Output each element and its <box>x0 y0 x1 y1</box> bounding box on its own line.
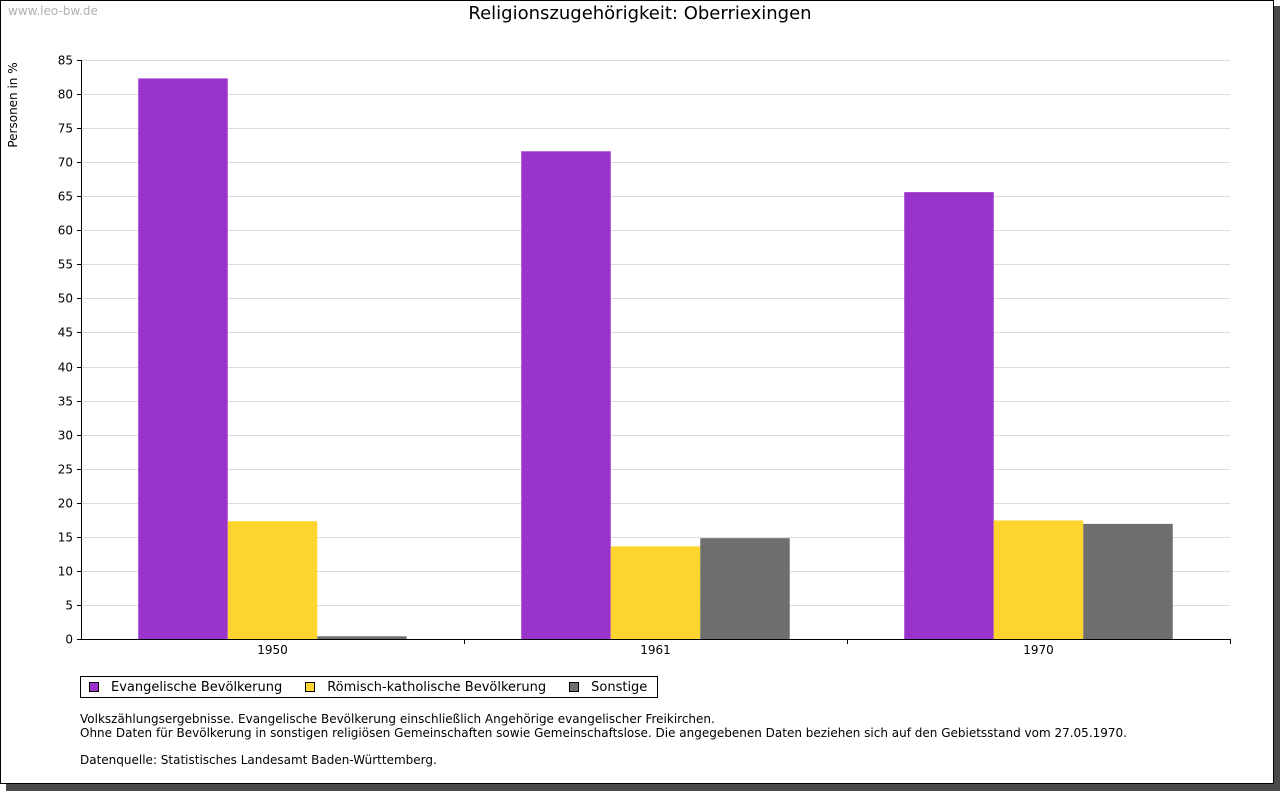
y-tick-label-20: 20 <box>58 497 73 511</box>
y-tick-label-75: 75 <box>58 122 73 136</box>
bar-1950-evangelisch <box>138 78 228 639</box>
y-tick-label-70: 70 <box>58 156 73 170</box>
y-tick-label-5: 5 <box>65 599 73 613</box>
y-tick-label-35: 35 <box>58 395 73 409</box>
legend-swatch-evangelisch <box>89 682 99 692</box>
legend-item-katholisch: Römisch-katholische Bevölkerung <box>305 680 546 695</box>
chart-notes: Volkszählungsergebnisse. Evangelische Be… <box>80 712 1127 767</box>
note-line-2: Ohne Daten für Bevölkerung in sonstigen … <box>80 726 1127 740</box>
y-tick-label-30: 30 <box>58 429 73 443</box>
bar-1961-sonstige <box>700 538 790 639</box>
bar-1950-katholisch <box>227 521 318 639</box>
frame-shadow-bottom <box>6 784 1280 791</box>
y-tick-label-45: 45 <box>58 326 73 340</box>
y-tick-label-40: 40 <box>58 361 73 375</box>
bar-1961-katholisch <box>610 546 701 639</box>
y-tick-label-25: 25 <box>58 463 73 477</box>
data-source: Datenquelle: Statistisches Landesamt Bad… <box>80 753 437 767</box>
bar-1961-evangelisch <box>521 151 611 639</box>
y-tick-label-85: 85 <box>58 54 73 68</box>
x-tick-label-1961: 1961 <box>640 643 671 657</box>
chart-title: Religionszugehörigkeit: Oberriexingen <box>468 3 812 24</box>
x-tick-label-1970: 1970 <box>1023 643 1054 657</box>
legend-label-sonstige: Sonstige <box>591 679 648 695</box>
bar-1950-sonstige <box>317 636 407 639</box>
bar-1970-katholisch <box>993 520 1084 639</box>
bar-1970-evangelisch <box>904 192 994 639</box>
y-tick-label-80: 80 <box>58 88 73 102</box>
y-tick-label-60: 60 <box>58 224 73 238</box>
legend-item-sonstige: Sonstige <box>569 680 647 695</box>
legend: Evangelische Bevölkerung Römisch-katholi… <box>80 676 659 698</box>
legend-label-evangelisch: Evangelische Bevölkerung <box>111 679 283 695</box>
y-tick-label-50: 50 <box>58 292 73 306</box>
note-line-1: Volkszählungsergebnisse. Evangelische Be… <box>80 712 715 726</box>
bar-1970-sonstige <box>1083 523 1173 639</box>
legend-item-evangelisch: Evangelische Bevölkerung <box>89 680 282 695</box>
legend-label-katholisch: Römisch-katholische Bevölkerung <box>327 679 547 695</box>
x-tick-label-1950: 1950 <box>257 643 288 657</box>
y-tick-label-0: 0 <box>65 633 73 647</box>
legend-swatch-sonstige <box>569 682 580 692</box>
y-tick-label-10: 10 <box>58 565 73 579</box>
legend-swatch-katholisch <box>305 682 316 692</box>
y-tick-label-55: 55 <box>58 258 73 272</box>
y-tick-label-65: 65 <box>58 190 73 204</box>
watermark: www.leo-bw.de <box>8 4 98 18</box>
frame-shadow-right <box>1274 6 1280 791</box>
y-tick-label-15: 15 <box>58 531 73 545</box>
